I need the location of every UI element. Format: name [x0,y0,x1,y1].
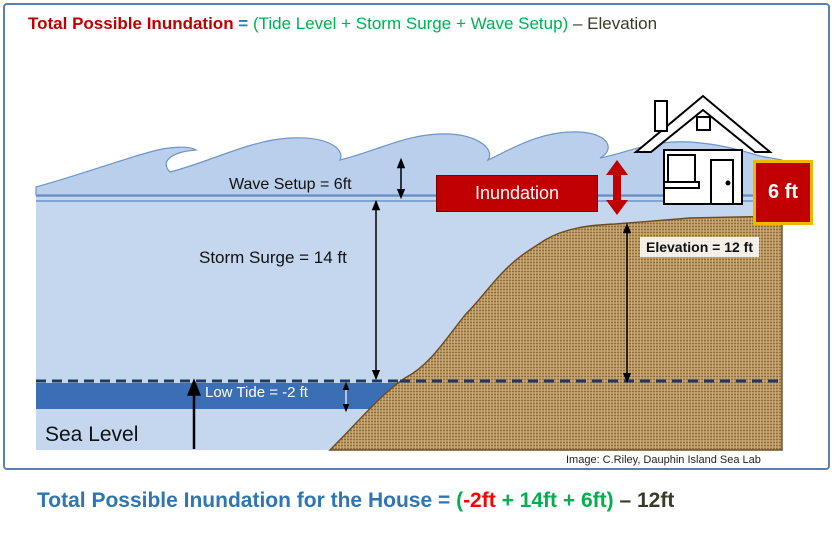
low-tide-label: Low Tide = -2 ft [205,384,308,401]
low-tide-band [36,383,431,409]
house-formula-title: Total Possible Inundation for the House … [37,489,457,512]
sea-level-label: Sea Level [45,423,139,446]
result-box: 6 ft [753,160,813,225]
image-credit: Image: C.Riley, Dauphin Island Sea Lab [566,454,761,466]
open-paren: ( [456,489,464,512]
house [633,94,773,205]
formula-title-left: Total Possible Inundation [28,14,234,33]
formula-equals: = [233,14,253,33]
tide-value: -2ft [463,489,496,512]
formula-sum: (Tide Level + Storm Surge + Wave Setup) [252,14,569,33]
elevation-label: Elevation = 12 ft [640,237,759,257]
formula-title: Total Possible Inundation = (Tide Level … [28,14,657,34]
elevation-value: 12ft [636,489,675,512]
inundation-arrow [606,160,628,215]
storm-surge-label: Storm Surge = 14 ft [199,248,347,267]
surge-wave-values: + 14ft + 6ft [495,489,607,512]
inundation-box: Inundation [436,175,598,212]
house-formula: Total Possible Inundation for the House … [37,489,674,513]
close-paren: ) [606,489,614,512]
result-value: 6 ft [768,181,798,203]
minus-sign: – [613,489,637,512]
inundation-label: Inundation [474,183,560,203]
wave-setup-label: Wave Setup = 6ft [229,176,352,193]
formula-minus-elevation: – Elevation [568,14,658,33]
